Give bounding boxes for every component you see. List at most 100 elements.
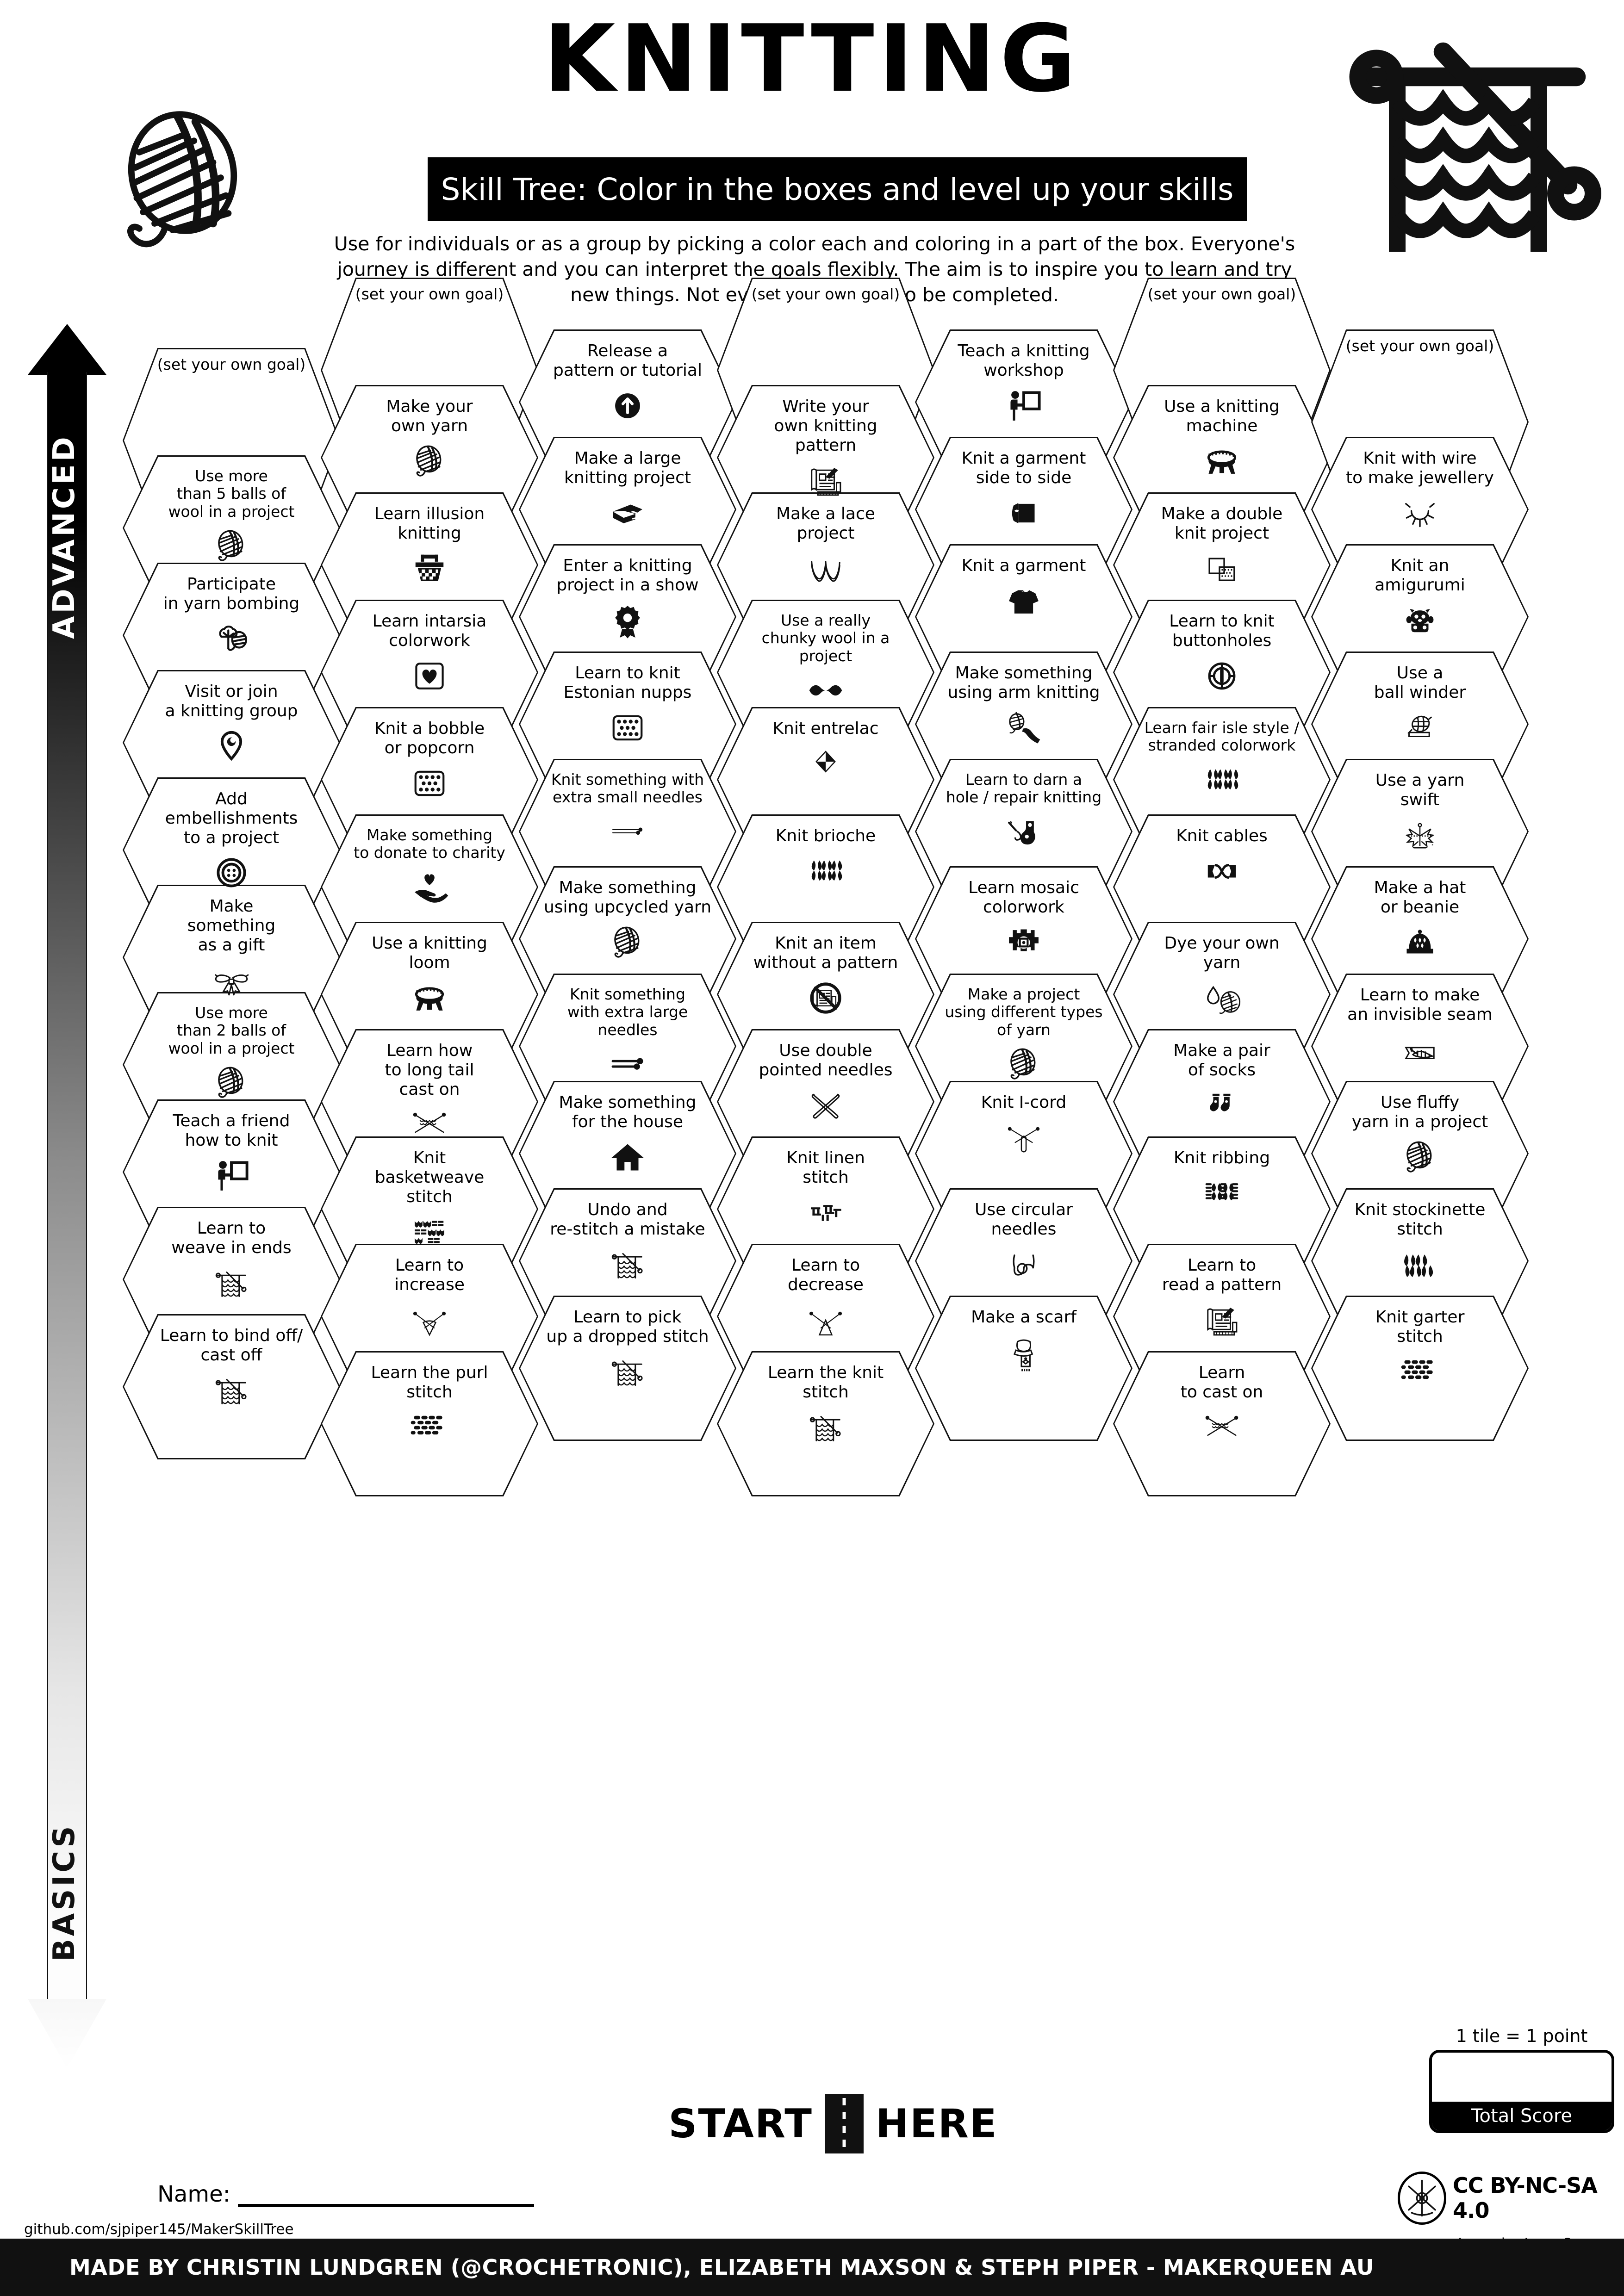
gift-bow-icon xyxy=(212,960,251,1000)
skill-tile-label: Knit entrelac xyxy=(772,719,879,738)
button-icon xyxy=(212,853,251,893)
skill-tile-label: Learn the purl stitch xyxy=(371,1363,488,1402)
stockinette-icon xyxy=(1400,1245,1439,1285)
mosaic-icon xyxy=(1004,923,1043,962)
chunky-yarn-icon xyxy=(806,670,845,710)
skill-tile-label: Knit an item without a pattern xyxy=(753,934,898,972)
page-title: KNITTING xyxy=(543,5,1081,113)
skill-tile-label: Use a really chunky wool in a project xyxy=(761,611,890,665)
footer-credits: MADE BY CHRISTIN LUNDGREN (@CROCHETRONIC… xyxy=(69,2255,1374,2280)
skill-tile-label: Learn fair isle style / stranded colorwor… xyxy=(1144,719,1300,755)
skill-tile-label: Make a double knit project xyxy=(1161,504,1283,543)
skill-tile-label: Knit brioche xyxy=(775,826,876,845)
skill-tile-label: Make a project using different types of ya… xyxy=(945,985,1103,1039)
road-icon xyxy=(824,2094,864,2153)
skill-tile-label: Make your own yarn xyxy=(386,397,473,435)
hex-fill xyxy=(520,1297,735,1440)
lace-icon xyxy=(806,549,845,589)
knit-needle-fabric-icon xyxy=(212,1263,251,1303)
icord-icon xyxy=(1004,1118,1043,1158)
teacher-icon xyxy=(212,1156,251,1196)
wire-jewellery-icon xyxy=(1400,493,1439,533)
skill-tile-label: Undo and re-stitch a mistake xyxy=(550,1200,705,1239)
upload-arrow-icon xyxy=(608,386,647,426)
skill-tile[interactable]: Learn the purl stitch xyxy=(321,1351,538,1496)
custom-goal-label: (set your own goal) xyxy=(1147,285,1296,303)
skill-tile-label: Knit with wire to make jewellery xyxy=(1346,449,1494,487)
skill-level-arrow: ADVANCED BASICS xyxy=(28,324,106,2078)
name-input-line[interactable] xyxy=(237,2202,534,2207)
total-score-box[interactable]: Total Score xyxy=(1429,2050,1614,2133)
pattern-doc-icon xyxy=(1202,1300,1241,1340)
skill-tile[interactable]: Knit garter stitch xyxy=(1311,1296,1529,1441)
subtitle-banner: Skill Tree: Color in the boxes and level… xyxy=(428,157,1247,221)
skill-tile-label: Learn to read a pattern xyxy=(1162,1256,1282,1294)
name-field-row[interactable]: Name: xyxy=(157,2175,690,2207)
skill-tile-label: Learn to weave in ends xyxy=(171,1219,292,1257)
skill-tile-label: Make a lace project xyxy=(776,504,875,543)
skill-tile-label: Use more than 5 balls of wool in a project xyxy=(168,467,295,521)
arrow-gradient-body xyxy=(47,372,87,2019)
skill-tile-label: Participate in yarn bombing xyxy=(163,575,300,613)
name-label: Name: xyxy=(157,2181,230,2207)
skill-tile-label: Use a knitting loom xyxy=(372,934,487,972)
skill-tile[interactable]: Learn to cast on xyxy=(1113,1351,1331,1496)
house-icon xyxy=(608,1137,647,1177)
skill-tile-label: Enter a knitting project in a show xyxy=(556,556,699,595)
entrelac-diamond-icon xyxy=(806,744,845,784)
yarn-ball-icon xyxy=(410,441,449,481)
pattern-doc-icon xyxy=(806,460,845,500)
tree-yarn-icon xyxy=(212,619,251,659)
footer-bar: MADE BY CHRISTIN LUNDGREN (@CROCHETRONIC… xyxy=(0,2239,1624,2296)
crossed-needles-icon xyxy=(410,1105,449,1144)
knitting-needles-logo-icon xyxy=(1342,19,1611,268)
start-word: START xyxy=(668,2101,813,2147)
total-score-label: Total Score xyxy=(1432,2102,1612,2130)
skill-tile-label: Release a pattern or tutorial xyxy=(553,341,702,380)
skill-tile-label: Make a scarf xyxy=(971,1308,1076,1327)
skill-tile-label: Learn the knit stitch xyxy=(767,1363,884,1402)
no-pattern-icon xyxy=(806,978,845,1018)
skill-tile[interactable]: Make a scarf xyxy=(915,1296,1132,1441)
skill-tile-label: Learn how to long tail cast on xyxy=(385,1041,474,1099)
skill-tile-label: Use a ball winder xyxy=(1374,664,1466,702)
skill-tile-label: Make a pair of socks xyxy=(1173,1041,1270,1080)
skill-tile-label: Visit or join a knitting group xyxy=(165,682,298,720)
total-score-input[interactable] xyxy=(1432,2053,1612,2102)
large-needles-icon xyxy=(608,1044,647,1084)
skill-tile-label: Use double pointed needles xyxy=(759,1041,893,1080)
knit-needle-fabric-icon xyxy=(608,1245,647,1285)
dots-square-icon xyxy=(410,763,449,803)
here-word: HERE xyxy=(875,2101,998,2147)
yarn-ball-icon xyxy=(212,1063,251,1103)
skill-tile[interactable]: Learn the knit stitch xyxy=(717,1351,934,1496)
skill-tile-label: Knit I-cord xyxy=(981,1093,1067,1112)
skill-tile-label: Knit an amigurumi xyxy=(1375,556,1465,595)
maker-badge-icon xyxy=(1398,2171,1446,2225)
knit-needle-fabric-icon xyxy=(608,1352,647,1392)
skill-tile-label: Knit garter stitch xyxy=(1375,1308,1465,1346)
amigurumi-icon xyxy=(1400,601,1439,640)
skill-tile-label: Learn intarsia colorwork xyxy=(372,612,487,650)
yarn-ball-icon xyxy=(608,923,647,962)
skill-tile-label: Teach a knitting workshop xyxy=(958,341,1090,380)
dye-yarn-icon xyxy=(1202,978,1241,1018)
skill-tile-label: Write your own knitting pattern xyxy=(774,397,877,455)
crossed-needles-icon xyxy=(1202,1408,1241,1447)
garter-rows-icon xyxy=(410,1408,449,1447)
skill-tile-label: Knit ribbing xyxy=(1173,1148,1270,1167)
decrease-icon xyxy=(806,1300,845,1340)
arm-knitting-icon xyxy=(1004,708,1043,748)
skill-tile-label: Learn mosaic colorwork xyxy=(968,878,1079,917)
skill-tile-label: Learn to cast on xyxy=(1180,1363,1263,1402)
start-here-marker: START HERE xyxy=(662,2094,1004,2154)
skill-tile[interactable]: Learn to bind off/cast off xyxy=(123,1314,340,1459)
skill-tile-label: Knit linen stitch xyxy=(786,1148,865,1187)
yarn-ball-icon xyxy=(212,526,251,566)
small-needles-icon xyxy=(608,812,647,852)
skill-tile[interactable]: Learn to pick up a dropped stitch xyxy=(519,1296,736,1441)
skill-tile-label: Make something using arm knitting xyxy=(947,664,1100,702)
scarf-icon xyxy=(1004,1333,1043,1372)
custom-goal-label: (set your own goal) xyxy=(1345,337,1494,355)
